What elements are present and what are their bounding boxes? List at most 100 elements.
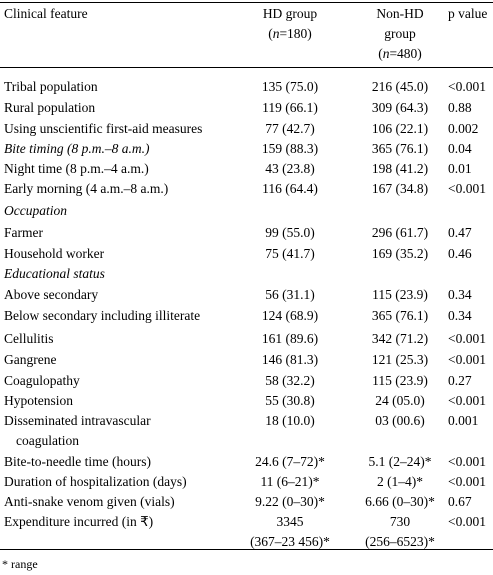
cell-line: Disseminated intravascular (4, 413, 151, 428)
cell-value: 3345 (367–23 456)* (250, 512, 330, 552)
cell-line: 3345 (276, 514, 304, 529)
cell-value: <0.001 (448, 352, 486, 367)
header-line: group (384, 26, 416, 41)
cell-value: 77 (42.7) (265, 121, 315, 136)
cell-value: 58 (32.2) (265, 373, 315, 388)
cell-value: 124 (68.9) (261, 308, 319, 323)
row-label: Tribal population (4, 79, 98, 94)
row-label: Duration of hospitalization (days) (4, 474, 187, 489)
header-feature: Clinical feature (4, 6, 88, 21)
row-label: Expenditure incurred (in ₹) (4, 514, 154, 529)
row-label: Disseminated intravascular coagulation (4, 411, 151, 451)
cell-value: 365 (76.1) (371, 308, 429, 323)
cell-value: 146 (81.3) (261, 352, 319, 367)
row-label: Above secondary (4, 287, 99, 302)
cell-value: 0.67 (448, 494, 472, 509)
cell-value: 99 (55.0) (265, 225, 315, 240)
cell-value: 115 (23.9) (372, 373, 428, 388)
cell-value: 0.001 (448, 413, 479, 428)
row-label: Hypotension (4, 393, 73, 408)
header-part: =480) (389, 46, 422, 61)
row-label: Occupation (4, 203, 67, 218)
row-label: Cellulitis (4, 331, 54, 346)
cell-value: 0.46 (448, 246, 472, 261)
cell-value: 56 (31.1) (265, 287, 315, 302)
cell-value: 11 (6–21)* (260, 474, 320, 489)
header-line: (n=480) (376, 44, 423, 64)
cell-value: 159 (88.3) (261, 141, 319, 156)
row-label: Farmer (4, 225, 43, 240)
header-hd: HD group (n=180) (263, 4, 317, 44)
cell-value: 0.34 (448, 308, 472, 323)
cell-value: 119 (66.1) (262, 100, 318, 115)
header-part: ( (378, 46, 383, 61)
cell-line: coagulation (16, 433, 79, 448)
row-label: Household worker (4, 246, 105, 261)
cell-value: <0.001 (448, 514, 486, 529)
cell-value: 43 (23.8) (265, 161, 315, 176)
cell-value: 9.22 (0–30)* (255, 494, 325, 509)
cell-value: 0.88 (448, 100, 472, 115)
row-label: Bite timing (8 p.m.–8 a.m.) (4, 141, 150, 156)
cell-value: 0.27 (448, 373, 472, 388)
cell-value: 0.04 (448, 141, 472, 156)
cell-value: 296 (61.7) (371, 225, 429, 240)
row-label: Night time (8 p.m.–4 a.m.) (4, 161, 149, 176)
row-label: Using unscientific first-aid measures (4, 121, 203, 136)
cell-value: 0.01 (448, 161, 472, 176)
footnote: * range (2, 557, 38, 571)
cell-value: 18 (10.0) (265, 413, 315, 428)
row-label: Gangrene (4, 352, 57, 367)
cell-value: 161 (89.6) (261, 331, 319, 346)
row-label: Coagulopathy (4, 373, 80, 388)
cell-value: 121 (25.3) (371, 352, 429, 367)
cell-value: 6.66 (0–30)* (365, 494, 435, 509)
cell-value: 2 (1–4)* (376, 474, 424, 489)
row-label: Educational status (4, 266, 105, 281)
cell-value: <0.001 (448, 393, 486, 408)
cell-value: <0.001 (448, 79, 486, 94)
header-part: =180) (279, 26, 312, 41)
cell-value: 75 (41.7) (265, 246, 315, 261)
header-rule (0, 67, 493, 68)
cell-value: 365 (76.1) (371, 141, 429, 156)
row-label: Early morning (4 a.m.–8 a.m.) (4, 181, 169, 196)
row-label: Below secondary including illiterate (4, 308, 201, 323)
header-part: n (272, 26, 280, 41)
header-line: HD group (262, 6, 318, 21)
cell-value: 309 (64.3) (371, 100, 429, 115)
cell-value: 216 (45.0) (371, 79, 429, 94)
cell-value: <0.001 (448, 474, 486, 489)
cell-value: 730 (256–6523)* (365, 512, 435, 552)
row-label: Rural population (4, 100, 96, 115)
cell-line: 730 (389, 514, 411, 529)
cell-value: <0.001 (448, 181, 486, 196)
top-rule (0, 2, 493, 3)
cell-value: 5.1 (2–24)* (368, 454, 432, 469)
header-part: ( (268, 26, 273, 41)
cell-value: 115 (23.9) (372, 287, 428, 302)
row-label: Bite-to-needle time (hours) (4, 454, 151, 469)
cell-value: 0.47 (448, 225, 472, 240)
cell-value: 167 (34.8) (371, 181, 429, 196)
bottom-rule (0, 549, 493, 550)
cell-value: 0.34 (448, 287, 472, 302)
cell-value: 169 (35.2) (371, 246, 429, 261)
cell-value: 198 (41.2) (371, 161, 429, 176)
cell-value: 135 (75.0) (261, 79, 319, 94)
cell-value: 342 (71.2) (371, 331, 429, 346)
cell-value: 03 (00.6) (375, 413, 425, 428)
cell-value: 24.6 (7–72)* (255, 454, 325, 469)
header-p: p value (448, 6, 488, 21)
cell-value: 106 (22.1) (371, 121, 429, 136)
cell-value: 55 (30.8) (265, 393, 315, 408)
cell-value: <0.001 (448, 454, 486, 469)
cell-value: 116 (64.4) (262, 181, 318, 196)
cell-line: (367–23 456)* (250, 534, 330, 549)
cell-line: (256–6523)* (365, 534, 435, 549)
cell-value: <0.001 (448, 331, 486, 346)
header-nonhd: Non-HD group (n=480) (376, 4, 423, 64)
header-line: Non-HD (376, 6, 424, 21)
cell-value: 0.002 (448, 121, 479, 136)
